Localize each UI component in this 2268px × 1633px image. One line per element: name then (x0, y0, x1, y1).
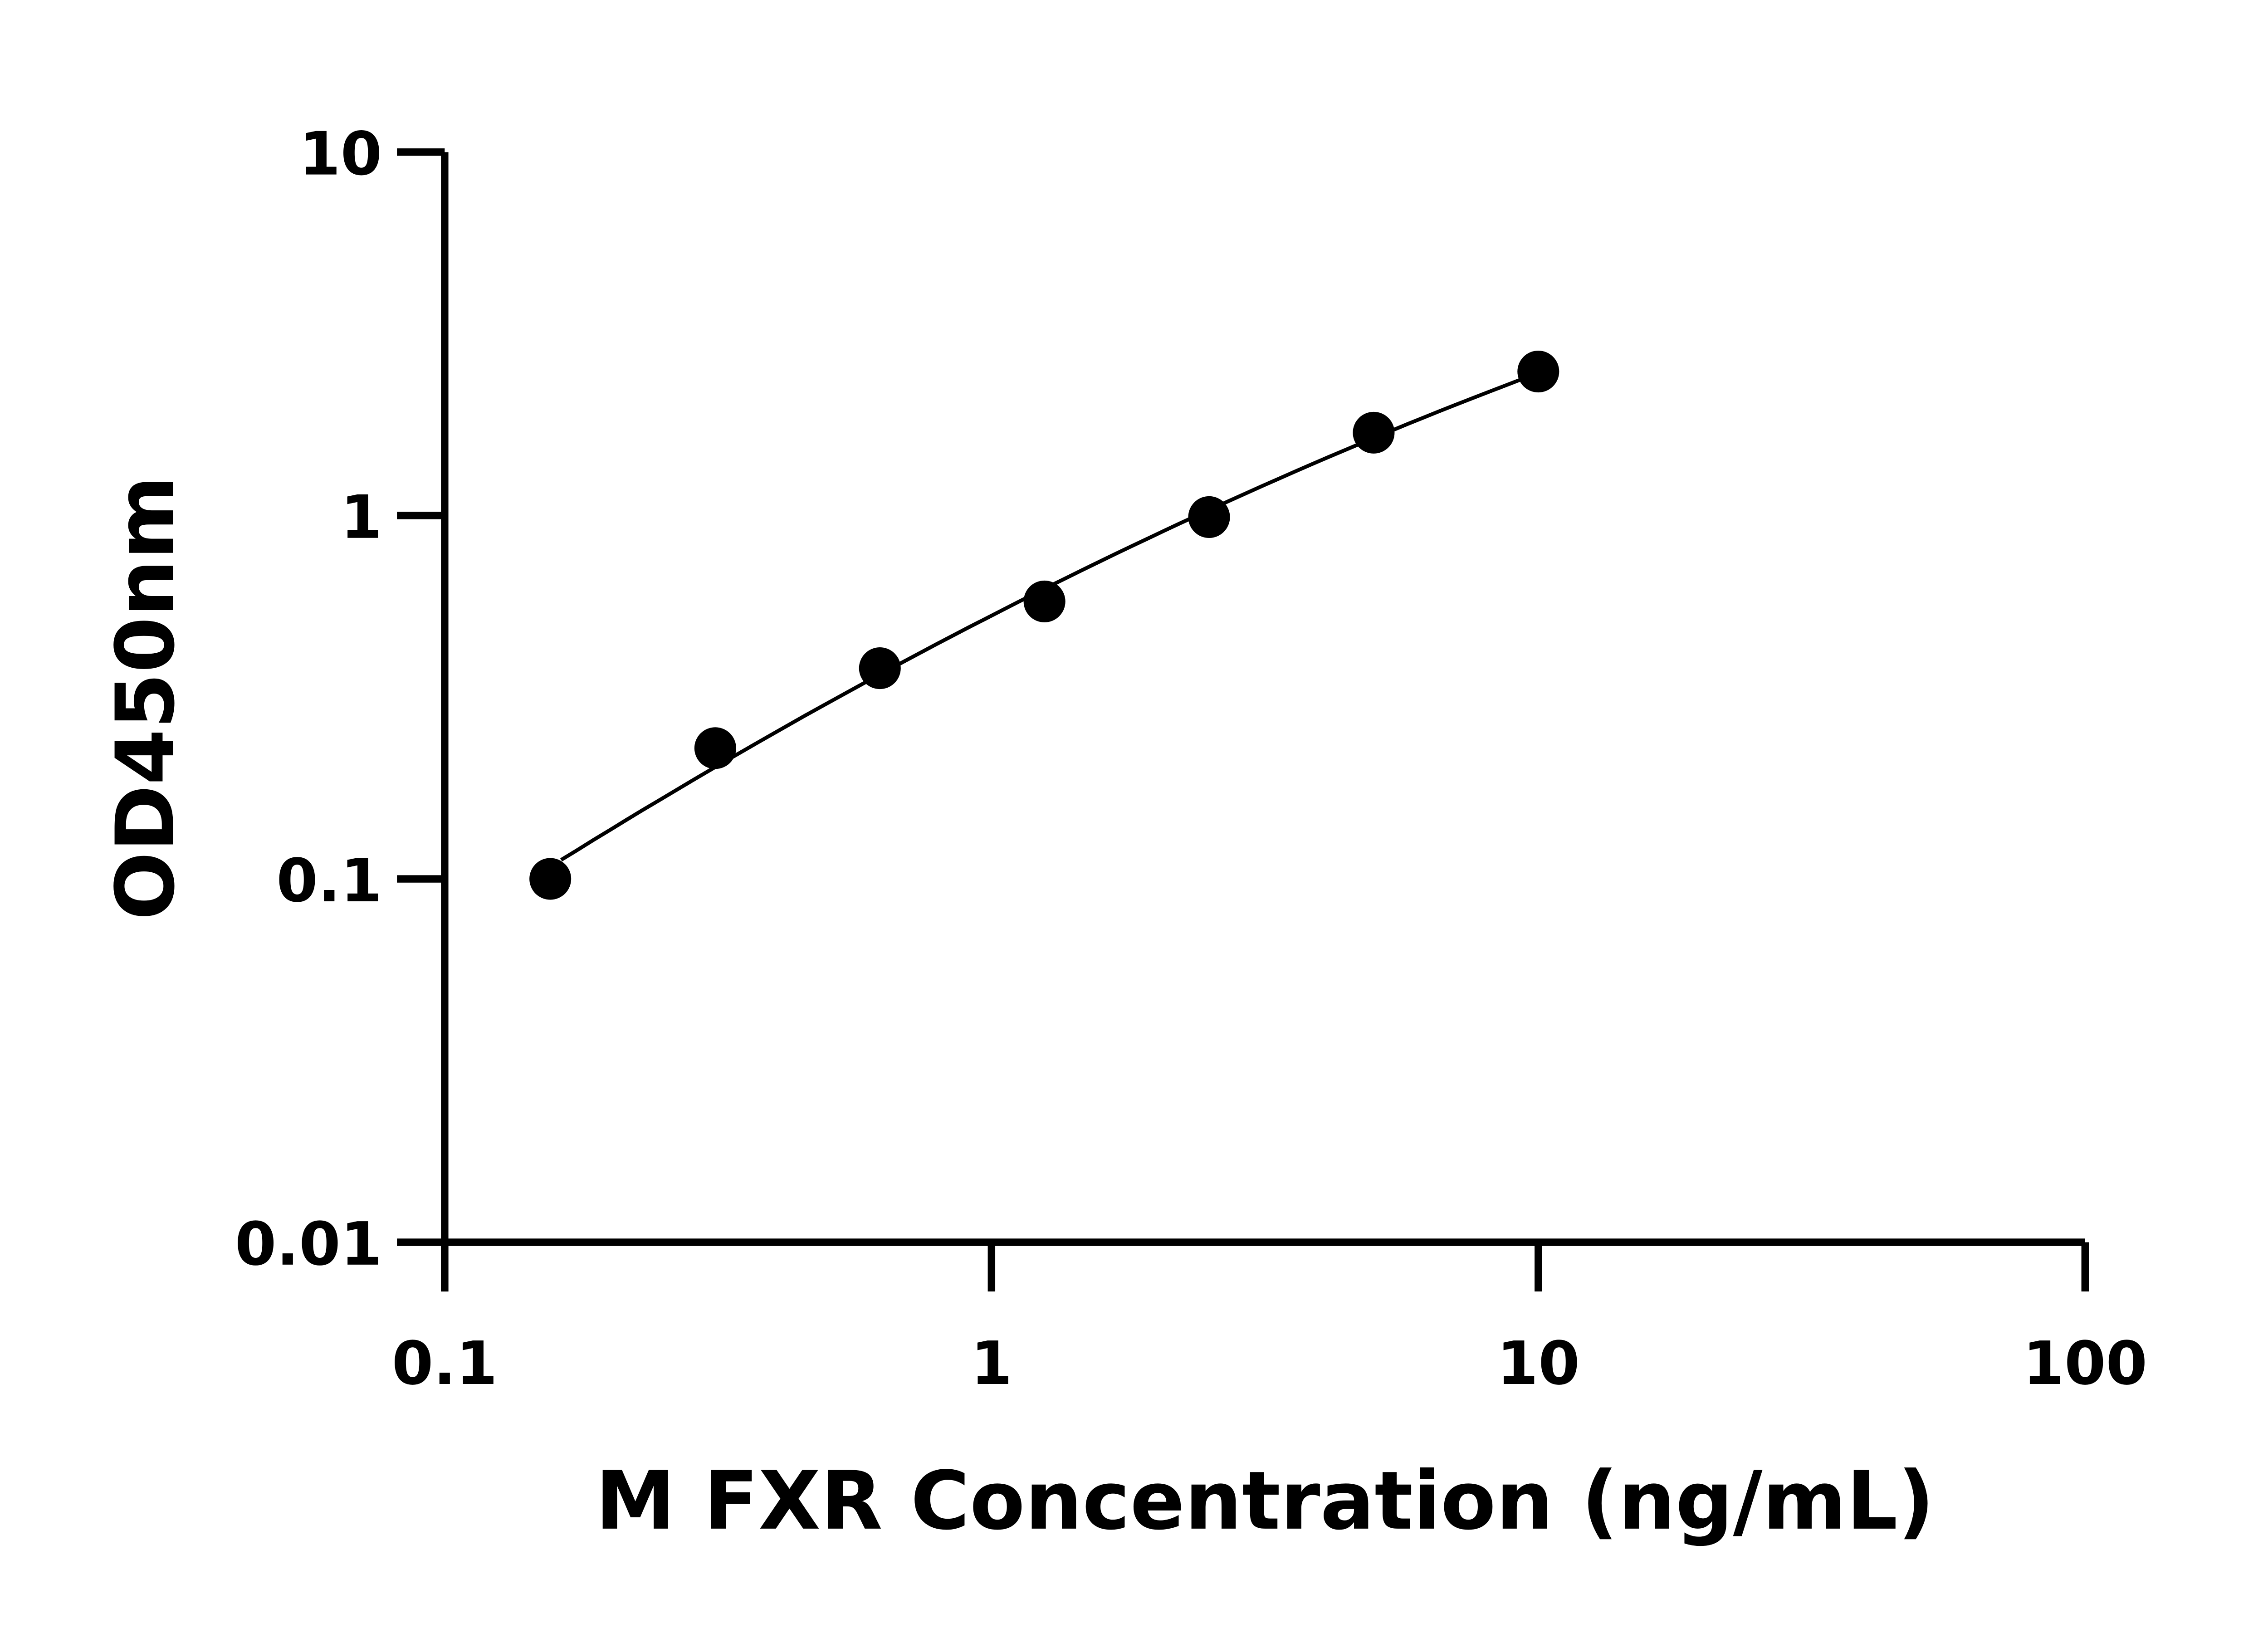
data-points (529, 351, 1559, 900)
data-point (1023, 580, 1066, 622)
y-axis-title: OD450nm (98, 476, 192, 920)
x-tick-label: 100 (2023, 1329, 2148, 1398)
x-tick-label: 10 (1497, 1329, 1580, 1398)
data-point (694, 727, 736, 769)
data-point (1353, 411, 1395, 454)
x-tick-labels: 0.1 1 10 100 (392, 1329, 2147, 1398)
y-tick-label: 1 (341, 483, 382, 552)
x-tick-label: 0.1 (392, 1329, 498, 1398)
axes (397, 148, 2089, 1292)
x-tick-label: 1 (971, 1329, 1012, 1398)
y-tick-labels: 0.01 0.1 1 10 (235, 120, 382, 1279)
data-point (1188, 496, 1230, 538)
y-tick-label: 0.1 (276, 846, 382, 916)
data-point (1517, 351, 1559, 393)
data-point (529, 858, 572, 900)
y-tick-label: 0.01 (235, 1210, 382, 1279)
y-tick-label: 10 (299, 120, 382, 189)
data-point (859, 647, 901, 689)
x-axis-title: M FXR Concentration (ng/mL) (595, 1454, 1934, 1548)
